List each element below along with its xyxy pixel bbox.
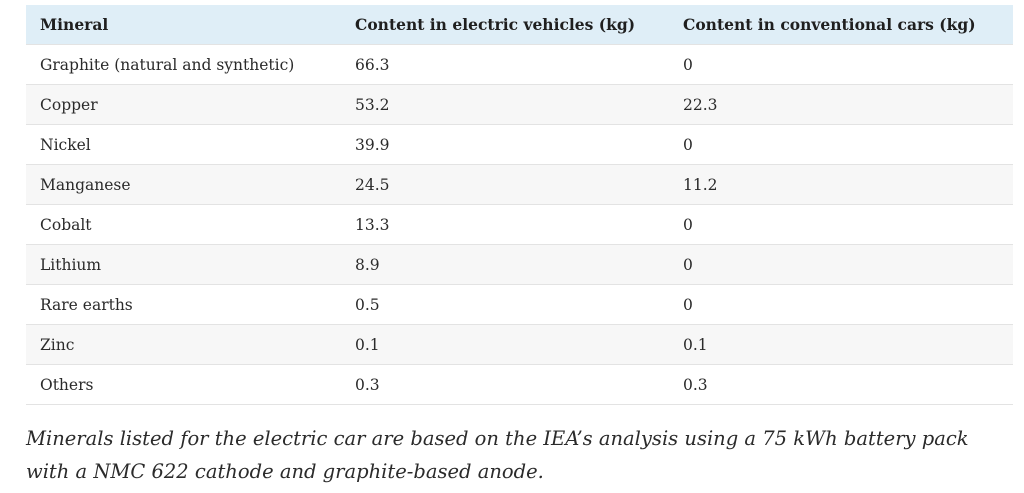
table-header: Mineral Content in electric vehicles (kg… [26, 5, 1013, 45]
table-caption: Minerals listed for the electric car are… [26, 427, 969, 483]
cell-mineral: Manganese [26, 164, 341, 205]
cell-ev-kg: 8.9 [341, 244, 669, 285]
table-row: Nickel 39.9 0 [26, 124, 1013, 165]
cell-conventional-kg: 22.3 [669, 84, 1013, 125]
table-row: Copper 53.2 22.3 [26, 84, 1013, 125]
table-row: Cobalt 13.3 0 [26, 204, 1013, 245]
cell-mineral: Zinc [26, 324, 341, 365]
mineral-content-table-container: Mineral Content in electric vehicles (kg… [26, 5, 1013, 405]
table-row: Manganese 24.5 11.2 [26, 164, 1013, 205]
cell-conventional-kg: 0.3 [669, 364, 1013, 405]
cell-conventional-kg: 0 [669, 44, 1013, 85]
cell-ev-kg: 39.9 [341, 124, 669, 165]
cell-ev-kg: 66.3 [341, 44, 669, 85]
cell-mineral: Others [26, 364, 341, 405]
table-row: Lithium 8.9 0 [26, 244, 1013, 285]
mineral-content-table: Mineral Content in electric vehicles (kg… [26, 5, 1013, 405]
cell-mineral: Copper [26, 84, 341, 125]
table-row: Rare earths 0.5 0 [26, 284, 1013, 325]
cell-conventional-kg: 0 [669, 244, 1013, 285]
header-conventional-content: Content in conventional cars (kg) [669, 5, 1013, 45]
table-body: Graphite (natural and synthetic) 66.3 0 … [26, 44, 1013, 405]
cell-ev-kg: 53.2 [341, 84, 669, 125]
cell-mineral: Rare earths [26, 284, 341, 325]
cell-ev-kg: 13.3 [341, 204, 669, 245]
cell-conventional-kg: 0 [669, 284, 1013, 325]
cell-mineral: Lithium [26, 244, 341, 285]
cell-ev-kg: 0.1 [341, 324, 669, 365]
cell-conventional-kg: 0 [669, 124, 1013, 165]
table-row: Graphite (natural and synthetic) 66.3 0 [26, 44, 1013, 85]
cell-conventional-kg: 0.1 [669, 324, 1013, 365]
cell-ev-kg: 24.5 [341, 164, 669, 205]
cell-conventional-kg: 0 [669, 204, 1013, 245]
cell-ev-kg: 0.3 [341, 364, 669, 405]
header-row: Mineral Content in electric vehicles (kg… [26, 5, 1013, 45]
cell-conventional-kg: 11.2 [669, 164, 1013, 205]
cell-mineral: Graphite (natural and synthetic) [26, 44, 341, 85]
header-mineral: Mineral [26, 5, 341, 45]
cell-ev-kg: 0.5 [341, 284, 669, 325]
cell-mineral: Cobalt [26, 204, 341, 245]
table-row: Zinc 0.1 0.1 [26, 324, 1013, 365]
table-row: Others 0.3 0.3 [26, 364, 1013, 405]
cell-mineral: Nickel [26, 124, 341, 165]
header-ev-content: Content in electric vehicles (kg) [341, 5, 669, 45]
